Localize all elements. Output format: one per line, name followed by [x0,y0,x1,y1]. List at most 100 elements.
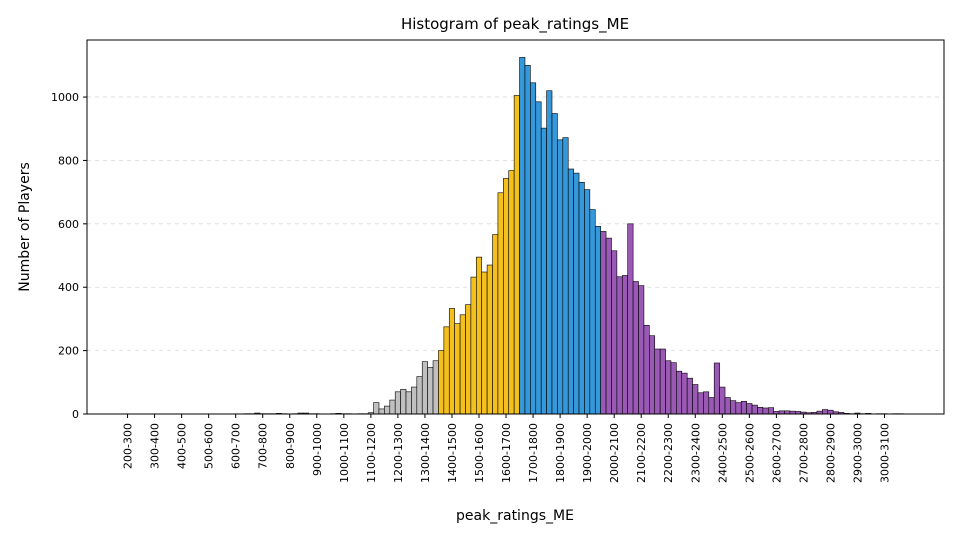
histogram-bar [454,323,461,415]
grid-lines [87,96,944,352]
x-tick-label: 2600-2700 [770,423,783,483]
x-tick-label: 2000-2100 [608,423,621,483]
histogram-bar [530,82,537,415]
x-tick-label: 3000-3100 [879,423,892,483]
histogram-bar [389,399,396,415]
histogram-bar [616,276,623,415]
histogram-bar [394,391,401,415]
histogram-bar [751,404,758,415]
x-axis-title: peak_ratings_ME [456,508,574,524]
histogram-bar [659,348,666,415]
y-tick-label: 800 [58,154,79,167]
x-tick-label: 600-700 [230,423,243,469]
histogram-bar [540,127,547,415]
histogram-bar [513,95,520,415]
y-axis: 0 200 400 600 800 1000 [51,91,87,421]
histogram-bar [692,384,699,415]
histogram-bar [767,407,774,415]
histogram-bar [654,348,661,415]
histogram-bar [686,377,693,415]
histogram-bar [735,402,742,415]
histogram-bar [503,178,510,415]
histogram-bar [703,391,710,415]
x-tick-label: 1300-1400 [419,423,432,483]
histogram-bar [589,209,596,415]
x-tick-label: 1500-1600 [473,423,486,483]
x-tick-label: 2700-2800 [797,423,810,483]
histogram-bar [638,285,645,415]
histogram-bar [438,350,445,415]
histogram-bar [746,403,753,415]
histogram-bar [384,405,391,415]
histogram-bar [681,372,688,415]
x-tick-label: 1100-1200 [365,423,378,483]
histogram-bar [557,139,564,415]
histogram-bar [405,391,412,415]
x-tick-label: 2300-2400 [689,423,702,483]
x-tick-label: 400-500 [176,423,189,469]
x-tick-label: 1700-1800 [527,423,540,483]
y-axis-title: Number of Players [17,162,33,292]
histogram-bar [627,223,634,415]
x-tick-label: 1900-2000 [581,423,594,483]
histogram-bar [827,409,834,415]
histogram-bar [373,402,380,415]
histogram-bar [486,264,493,415]
histogram-bar [730,400,737,415]
chart-title: Histogram of peak_ratings_ME [401,15,629,34]
x-tick-label: 1400-1500 [446,423,459,483]
x-tick-label: 1000-1100 [338,423,351,483]
y-tick-label: 600 [58,218,79,231]
x-tick-label: 2100-2200 [635,423,648,483]
histogram-bar [497,192,504,415]
histogram-bar [822,409,829,415]
x-tick-label: 200-300 [122,423,135,469]
x-tick-label: 300-400 [149,423,162,469]
x-tick-label: 1800-1900 [554,423,567,483]
y-tick-label: 1000 [51,91,79,104]
histogram-bar [594,226,601,415]
histogram-bar [562,137,569,415]
x-tick-label: 700-800 [257,423,270,469]
histogram-bar [643,324,650,415]
x-axis: 200-300 300-400 400-500 500-600 600-700 700-8… [122,414,892,483]
y-tick-label: 400 [58,281,79,294]
histogram-bar [551,113,558,415]
histogram-bar [508,170,515,415]
x-tick-label: 2500-2600 [743,423,756,483]
histogram-bar [697,392,704,415]
x-tick-label: 1600-1700 [500,423,513,483]
histogram-bar [519,57,526,415]
x-tick-label: 2200-2300 [662,423,675,483]
histogram-bar [757,407,764,415]
histogram-bar [621,275,628,415]
x-tick-label: 2800-2900 [824,423,837,483]
x-tick-label: 800-900 [284,423,297,469]
histogram-bar [762,407,769,415]
histogram-bar [492,234,499,415]
x-tick-label: 500-600 [203,423,216,469]
plot-frame [86,39,945,415]
histogram-bar [740,401,747,415]
histogram-bar [708,397,715,415]
histogram-bar [649,335,656,415]
x-tick-label: 2900-3000 [851,423,864,483]
histogram-bar [665,360,672,415]
histogram-bar [378,408,385,415]
histogram-bar [481,271,488,415]
x-tick-label: 2400-2500 [716,423,729,483]
histogram-bar [713,362,720,415]
histogram-bar [411,386,418,415]
histogram-bar [724,397,731,415]
histogram-bar [475,256,483,415]
y-tick-label: 200 [58,345,79,358]
histogram-bar [524,65,531,415]
histogram-bar [465,304,472,415]
histogram-bar [459,314,466,415]
histogram-bar [600,231,607,415]
x-tick-label: 1200-1300 [392,423,405,483]
histogram-bar [578,182,585,415]
histogram-bar [546,90,553,415]
histogram-bar [400,388,407,415]
